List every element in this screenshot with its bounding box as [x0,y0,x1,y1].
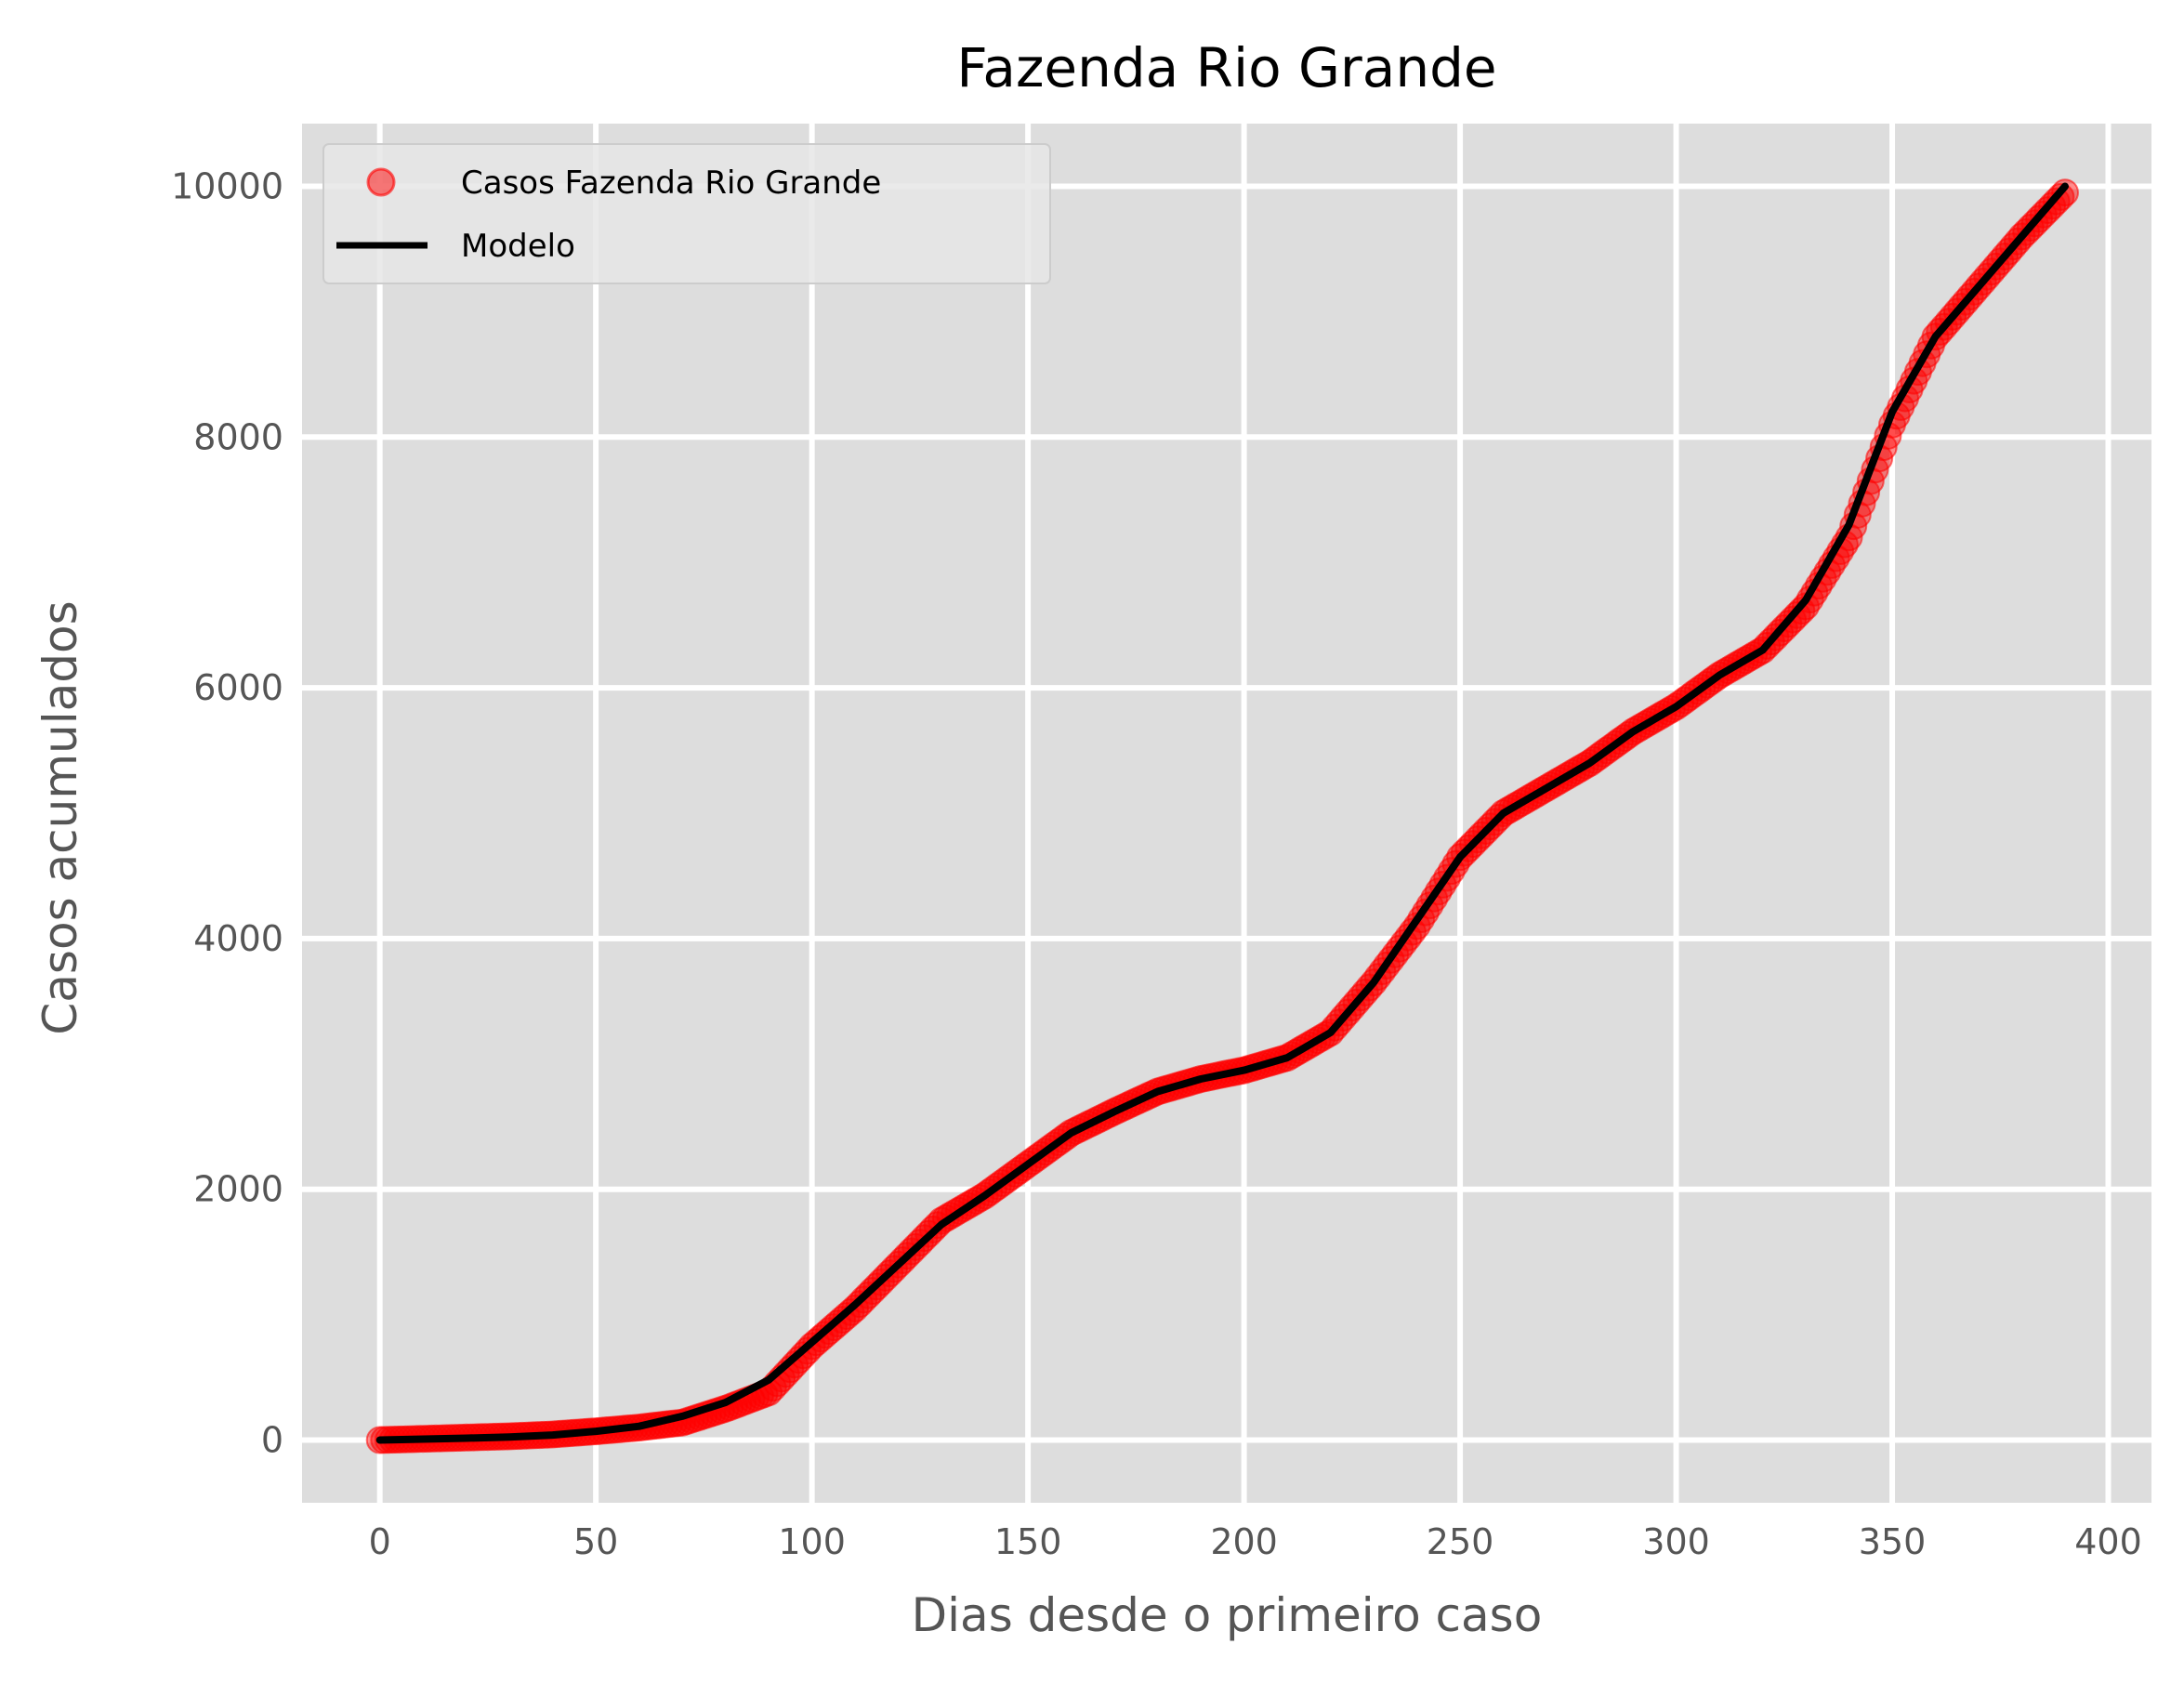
chart-title: Fazenda Rio Grande [956,36,1496,99]
plot-area [302,124,2151,1503]
model-line [375,182,2069,1444]
y-tick-label: 4000 [193,918,283,959]
x-tick-label: 0 [369,1521,391,1562]
y-tick-label: 10000 [171,165,283,206]
x-tick-label: 250 [1427,1521,1494,1562]
x-tick-label: 300 [1642,1521,1710,1562]
y-tick-label: 0 [261,1420,283,1461]
y-axis-label: Casos acumulados [33,600,87,1034]
x-axis-label: Dias desde o primeiro caso [912,1588,1543,1642]
y-tick-label: 8000 [193,416,283,457]
x-tick-label: 150 [994,1521,1062,1562]
x-tick-label: 100 [778,1521,846,1562]
x-tick-label: 350 [1859,1521,1927,1562]
legend-label-points: Casos Fazenda Rio Grande [461,164,881,202]
legend: Casos Fazenda Rio Grande Modelo [322,143,1051,284]
legend-marker-points [366,167,396,197]
legend-label-model: Modelo [461,228,575,265]
x-tick-label: 400 [2074,1521,2142,1562]
y-tick-label: 6000 [193,667,283,708]
y-tick-label: 2000 [193,1169,283,1210]
x-tick-label: 200 [1210,1521,1278,1562]
x-tick-label: 50 [573,1521,618,1562]
legend-box [322,143,1051,284]
